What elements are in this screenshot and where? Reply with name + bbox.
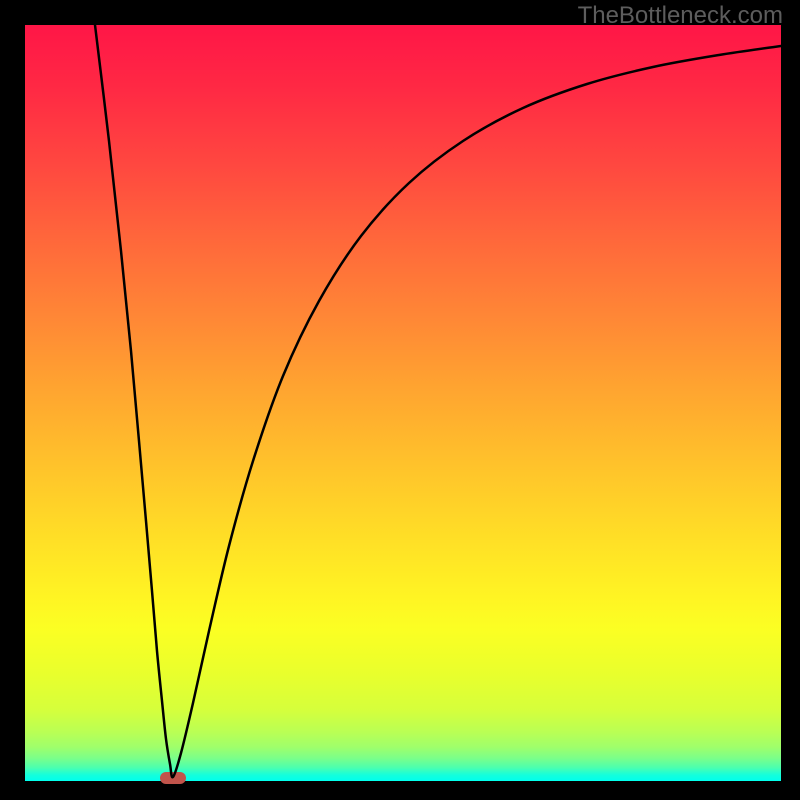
watermark-text: TheBottleneck.com [578, 2, 783, 30]
plot-area [25, 25, 781, 781]
bottleneck-curve [25, 25, 781, 781]
chart-frame: TheBottleneck.com [0, 0, 800, 800]
